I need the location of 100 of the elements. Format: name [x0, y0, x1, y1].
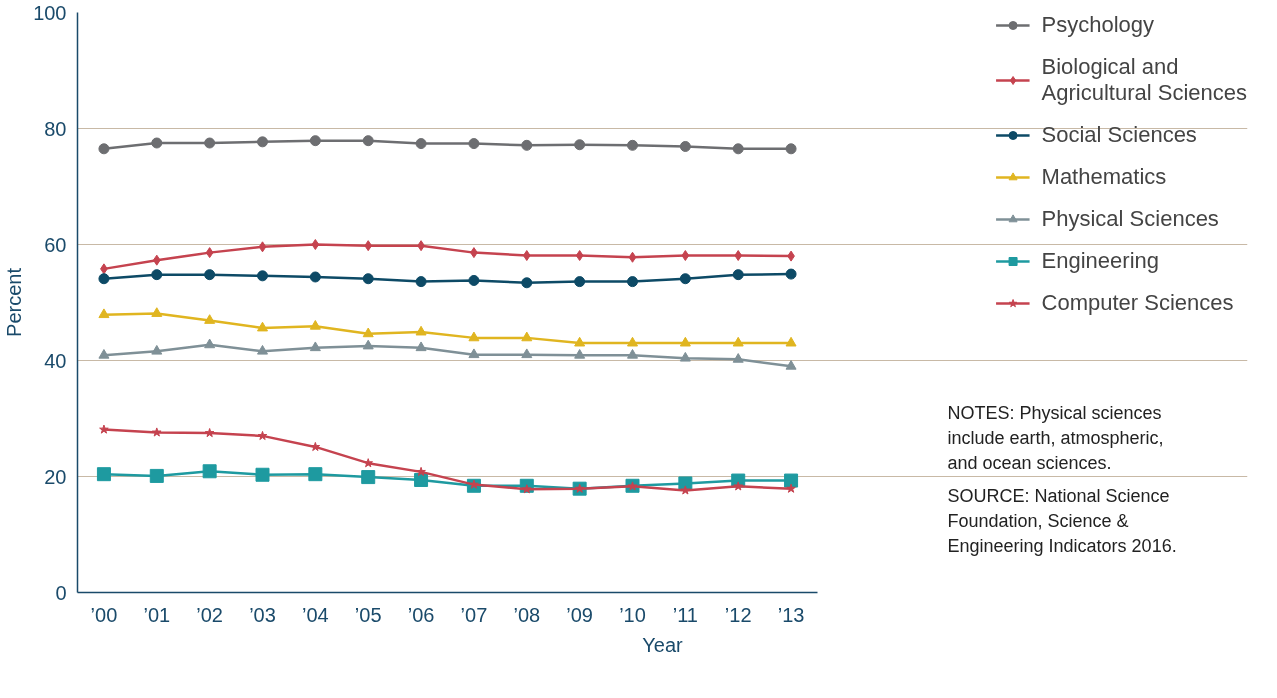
point	[679, 351, 691, 362]
y-tick-label: 20	[44, 465, 67, 488]
point	[628, 251, 637, 263]
point	[732, 269, 744, 281]
point	[149, 468, 164, 483]
point	[627, 336, 638, 347]
x-tick-label: ’12	[724, 603, 752, 626]
x-axis-title: Year	[642, 633, 684, 656]
point	[257, 270, 268, 282]
point	[679, 273, 691, 285]
point	[362, 327, 374, 338]
point	[575, 250, 584, 262]
point	[258, 241, 267, 253]
x-tick-label: ’05	[354, 603, 382, 626]
x-tick-label: ’08	[513, 603, 541, 626]
x-tick-label: ’07	[460, 603, 488, 626]
point	[468, 274, 480, 286]
x-tick-label: ’03	[249, 603, 276, 626]
y-tick-label: 80	[44, 117, 67, 140]
point	[202, 464, 217, 479]
legend-label: Computer Sciences	[1041, 290, 1234, 316]
point	[98, 143, 110, 155]
point	[522, 250, 531, 262]
point	[521, 331, 533, 342]
y-tick-label: 60	[44, 233, 67, 256]
point	[681, 250, 690, 262]
point	[205, 247, 214, 259]
point	[574, 276, 586, 288]
point	[311, 239, 320, 250]
point	[415, 138, 427, 150]
legend-label: Mathematics	[1041, 164, 1167, 190]
legend-label: Biological and Agricultural Sciences	[1041, 54, 1247, 106]
point	[521, 348, 533, 359]
legend-label: Engineering	[1041, 248, 1159, 274]
y-tick-label: 40	[44, 349, 67, 372]
point	[732, 336, 744, 347]
point	[415, 276, 427, 288]
point	[152, 427, 162, 437]
text: NOTES: Physical sciences include earth, atmospheric, and ocean sciences.	[947, 402, 1164, 473]
point	[309, 271, 321, 283]
x-tick-label: ’04	[302, 603, 329, 626]
point	[627, 349, 638, 359]
point	[151, 344, 163, 355]
point	[364, 240, 373, 252]
point	[362, 339, 374, 350]
point	[627, 139, 638, 151]
legend-label: Physical Sciences	[1041, 206, 1219, 232]
point	[784, 473, 799, 488]
point	[309, 341, 321, 352]
point	[204, 338, 216, 349]
y-tick-label: 100	[33, 1, 67, 24]
point	[99, 424, 109, 434]
x-tick-label: ’11	[672, 603, 698, 626]
point	[362, 273, 374, 285]
y-axis-title: Percent	[3, 267, 26, 337]
point	[361, 470, 376, 485]
point	[574, 349, 586, 359]
point	[521, 277, 533, 289]
point	[627, 276, 638, 288]
point	[257, 321, 268, 332]
point	[151, 307, 163, 317]
point	[574, 336, 586, 347]
point	[734, 250, 743, 262]
point	[785, 268, 797, 280]
point	[785, 336, 797, 347]
point	[785, 360, 797, 370]
x-tick-label: ’01	[143, 603, 171, 626]
point	[679, 336, 691, 347]
point	[416, 466, 426, 476]
point	[733, 481, 743, 491]
point	[521, 139, 533, 151]
point	[255, 467, 270, 482]
point	[152, 254, 161, 266]
x-tick-label: ’02	[196, 603, 223, 626]
x-tick-label: ’13	[777, 603, 805, 626]
point	[786, 483, 796, 493]
legend-label: Psychology	[1041, 12, 1155, 38]
point	[96, 467, 111, 482]
point	[679, 140, 691, 152]
point	[257, 136, 268, 148]
x-tick-label: ’06	[407, 603, 435, 626]
point	[732, 143, 744, 155]
x-tick-label: ’00	[90, 603, 118, 626]
point	[309, 320, 321, 330]
point	[204, 314, 216, 324]
point	[574, 139, 586, 151]
point	[98, 273, 110, 285]
point	[415, 341, 427, 352]
y-tick-label: 0	[55, 581, 67, 604]
point	[309, 135, 321, 147]
point	[362, 135, 374, 147]
source-note: SOURCE: National Science Foundation, Science & Engineering Indicators 2016.	[947, 485, 1177, 556]
point	[151, 269, 163, 281]
point	[98, 349, 110, 359]
point	[680, 485, 691, 495]
point	[204, 137, 216, 149]
point	[257, 430, 268, 441]
x-tick-label: ’09	[566, 603, 593, 626]
point	[204, 428, 215, 438]
point	[98, 308, 110, 319]
